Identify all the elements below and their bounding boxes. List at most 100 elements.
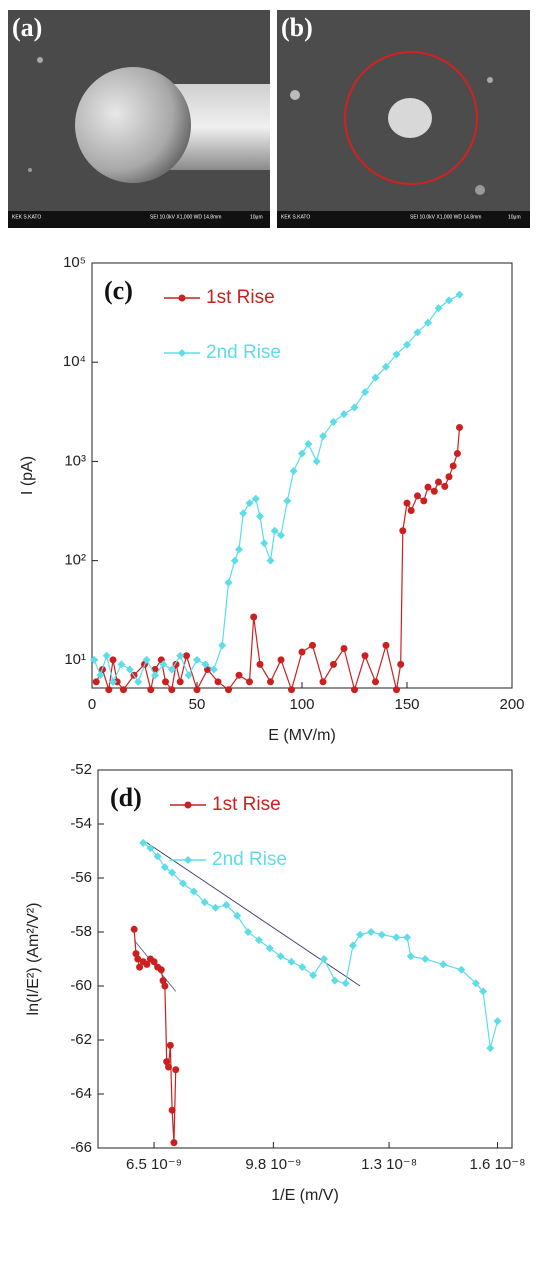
data-point — [270, 526, 279, 535]
data-point — [172, 1066, 180, 1074]
data-point — [361, 652, 369, 660]
data-point — [397, 660, 405, 668]
data-point — [493, 1017, 502, 1026]
data-point — [150, 958, 158, 966]
x-tick-label: 150 — [394, 696, 419, 713]
data-point — [105, 686, 113, 694]
data-point — [277, 531, 285, 540]
data-point — [309, 641, 316, 649]
data-point — [230, 556, 239, 565]
data-point — [184, 671, 193, 680]
data-point — [403, 933, 412, 942]
y-tick-label: 10⁵ — [63, 254, 86, 271]
y-tick-label: -58 — [70, 923, 92, 940]
data-point — [393, 686, 400, 694]
data-point — [413, 328, 422, 337]
y-tick-label: -56 — [70, 869, 92, 886]
panel-label: (d) — [110, 783, 142, 812]
data-point — [251, 494, 260, 503]
data-point — [256, 512, 264, 521]
data-point — [117, 660, 126, 669]
y-tick-label: -64 — [70, 1085, 92, 1102]
data-point — [407, 507, 415, 515]
data-point — [109, 677, 117, 686]
legend-marker — [178, 294, 186, 302]
data-point — [168, 1106, 176, 1114]
data-point — [166, 1041, 174, 1049]
data-point — [147, 686, 155, 694]
data-point — [153, 852, 162, 861]
data-point — [366, 928, 375, 936]
data-point — [224, 578, 233, 587]
data-point — [445, 473, 453, 481]
data-point — [449, 462, 457, 470]
data-point — [235, 671, 243, 679]
data-point — [277, 656, 285, 664]
data-point — [312, 457, 321, 466]
data-point — [304, 439, 313, 448]
y-tick-label: 10² — [64, 552, 86, 569]
y-tick-label: 10¹ — [64, 651, 86, 668]
data-point — [139, 838, 148, 847]
x-axis-label: E (MV/m) — [268, 727, 336, 744]
y-axis-label: I (pA) — [19, 456, 36, 495]
data-point — [209, 665, 218, 674]
data-point — [445, 296, 453, 305]
series-line — [95, 427, 461, 692]
data-point — [420, 497, 428, 505]
legend-label: 2nd Rise — [206, 342, 281, 363]
data-point — [267, 678, 274, 686]
data-point — [399, 527, 407, 535]
data-point — [256, 660, 264, 668]
data-point — [309, 971, 318, 980]
footer-left: KEK S.KATO — [12, 214, 41, 220]
y-tick-label: -52 — [70, 761, 92, 778]
data-point — [201, 660, 210, 669]
footer-right: SEI 10.0kV X1,000 WD 14.8mm — [410, 214, 481, 220]
data-point — [479, 987, 488, 996]
data-point — [265, 944, 274, 953]
data-point — [218, 641, 227, 650]
data-point — [161, 982, 169, 990]
data-point — [351, 686, 358, 694]
data-point — [298, 449, 306, 458]
data-point — [125, 665, 134, 674]
data-point — [143, 960, 151, 968]
data-point — [260, 539, 269, 548]
data-point — [193, 655, 201, 664]
sem-image-a: (a) KEK S.KATO SEI 10.0kV X1,000 WD 14.8… — [8, 10, 270, 228]
data-point — [276, 952, 285, 961]
data-point — [289, 467, 298, 476]
data-point — [90, 655, 99, 664]
x-tick-label: 1.3 10⁻⁸ — [361, 1156, 417, 1173]
data-point — [167, 665, 176, 674]
series-line — [142, 842, 499, 1049]
data-point — [92, 678, 100, 686]
y-tick-label: -54 — [70, 815, 92, 832]
data-point — [377, 930, 386, 939]
scale-bar-label: 10μm — [508, 214, 521, 220]
panel-label: (a) — [12, 13, 42, 42]
data-point — [371, 373, 380, 382]
data-point — [200, 898, 209, 907]
data-point — [287, 957, 296, 966]
y-tick-label: -66 — [70, 1139, 92, 1156]
data-point — [235, 545, 243, 554]
data-point — [406, 952, 415, 961]
panel-label: (b) — [281, 13, 313, 42]
data-point — [283, 496, 292, 505]
data-point — [134, 677, 143, 686]
x-tick-label: 50 — [189, 696, 206, 713]
data-point — [159, 977, 167, 985]
data-point — [134, 955, 142, 963]
data-point — [382, 641, 390, 649]
data-point — [319, 432, 327, 441]
data-point — [168, 868, 177, 877]
data-point — [424, 483, 432, 491]
data-point — [239, 509, 248, 518]
data-point — [176, 651, 185, 660]
x-tick-label: 9.8 10⁻⁹ — [245, 1156, 301, 1173]
y-axis-label: ln(I/E²) (Am²/V²) — [25, 903, 42, 1016]
x-tick-label: 100 — [289, 696, 314, 713]
